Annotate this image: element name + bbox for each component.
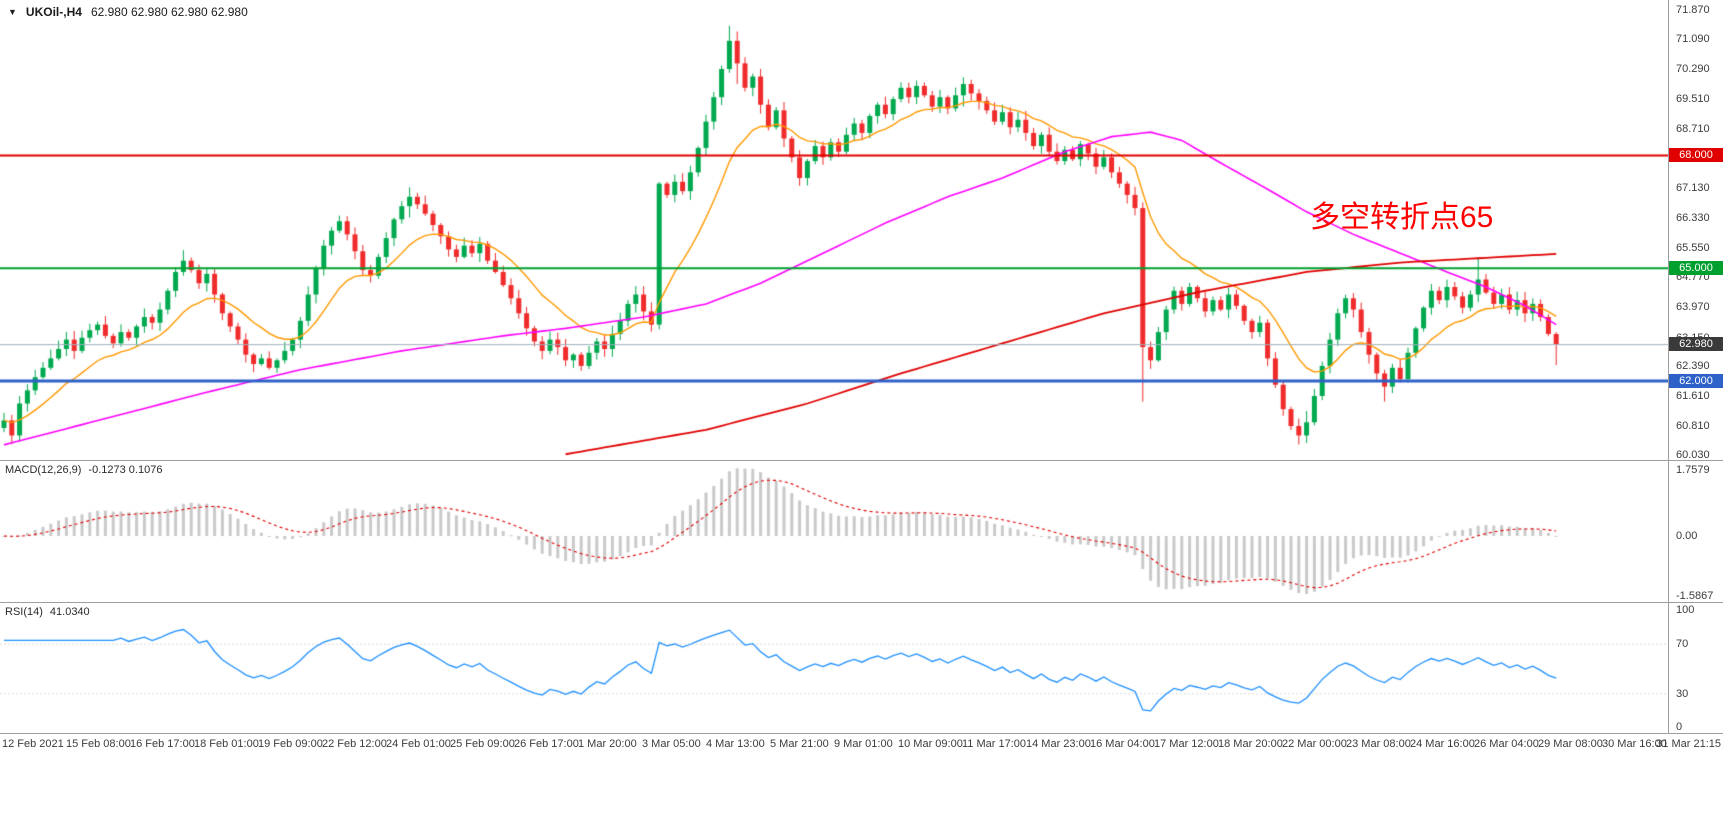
time-axis-label: 19 Feb 09:00 — [258, 738, 323, 750]
price-axis[interactable]: 71.870 71.090 70.290 69.510 68.710 67.130 66.3… — [1668, 0, 1723, 733]
time-axis-label: 16 Mar 04:00 — [1090, 738, 1155, 750]
time-axis-label: 14 Mar 23:00 — [1026, 738, 1091, 750]
price-level-badge-65.000: 65.000 — [1669, 261, 1723, 276]
macd-axis-label: 1.7579 — [1676, 464, 1710, 476]
symbol-timeframe-label: UKOil-,H4 — [25, 5, 82, 19]
price-level-badge-68.000: 68.000 — [1669, 148, 1723, 163]
price-chart-canvas[interactable] — [0, 0, 1668, 460]
time-axis[interactable]: 12 Feb 2021 15 Feb 08:00 16 Feb 17:00 18 Fe… — [0, 734, 1723, 756]
price-axis-tick: 70.290 — [1676, 63, 1710, 76]
price-axis-tick: 60.810 — [1676, 419, 1710, 432]
time-axis-label: 5 Mar 21:00 — [770, 738, 829, 750]
rsi-axis-label: 0 — [1676, 721, 1683, 733]
macd-axis-label: -1.5867 — [1676, 590, 1714, 602]
time-axis-label: 10 Mar 09:00 — [898, 738, 963, 750]
time-axis-label: 29 Mar 08:00 — [1538, 738, 1603, 750]
price-axis-tick: 66.330 — [1676, 212, 1710, 225]
current-price-badge: 62.980 — [1669, 337, 1723, 352]
time-axis-label: 23 Mar 08:00 — [1346, 738, 1411, 750]
price-axis-tick: 63.970 — [1676, 300, 1710, 313]
time-axis-label: 4 Mar 13:00 — [706, 738, 765, 750]
time-axis-label: 18 Mar 20:00 — [1218, 738, 1283, 750]
time-axis-label: 11 Mar 17:00 — [962, 738, 1027, 750]
time-axis-label: 22 Mar 00:00 — [1282, 738, 1347, 750]
time-axis-label: 3 Mar 05:00 — [642, 738, 701, 750]
time-axis-separator — [0, 733, 1723, 734]
time-axis-label: 17 Mar 12:00 — [1154, 738, 1219, 750]
time-axis-label: 18 Feb 01:00 — [194, 738, 259, 750]
price-axis-tick: 61.610 — [1676, 389, 1710, 402]
price-axis-tick: 60.030 — [1676, 449, 1710, 461]
time-axis-label: 15 Feb 08:00 — [66, 738, 131, 750]
macd-pane-canvas[interactable] — [0, 460, 1668, 602]
time-axis-label: 25 Feb 09:00 — [450, 738, 515, 750]
price-axis-tick: 69.510 — [1676, 92, 1710, 105]
time-axis-label: 1 Mar 20:00 — [578, 738, 637, 750]
time-axis-label: 24 Mar 16:00 — [1410, 738, 1475, 750]
time-axis-label: 26 Feb 17:00 — [514, 738, 579, 750]
time-axis-label: 12 Feb 2021 — [2, 738, 64, 750]
time-axis-label: 26 Mar 04:00 — [1474, 738, 1539, 750]
price-level-badge-62.000: 62.000 — [1669, 373, 1723, 388]
rsi-axis-label: 70 — [1676, 638, 1689, 651]
annotation-text: 多空转折点65 — [1310, 201, 1494, 234]
pane-separator-macd-rsi[interactable] — [0, 602, 1723, 603]
rsi-title: RSI(14) — [5, 606, 43, 618]
price-axis-separator — [1668, 0, 1669, 733]
price-axis-tick: 68.710 — [1676, 122, 1710, 135]
pane-separator-price-macd[interactable] — [0, 460, 1723, 461]
time-axis-label: 9 Mar 01:00 — [834, 738, 893, 750]
macd-axis-label: 0.00 — [1676, 530, 1698, 542]
time-axis-label: 30 Mar 16:00 — [1602, 738, 1667, 750]
price-axis-tick: 65.550 — [1676, 241, 1710, 254]
rsi-axis-label: 30 — [1676, 687, 1689, 700]
rsi-value: 41.0340 — [49, 606, 90, 618]
time-axis-label: 16 Feb 17:00 — [130, 738, 195, 750]
time-axis-label: 31 Mar 21:15 — [1656, 738, 1721, 750]
time-axis-label: 22 Feb 12:00 — [322, 738, 387, 750]
time-axis-label: 24 Feb 01:00 — [386, 738, 451, 750]
rsi-pane-canvas[interactable] — [0, 602, 1668, 733]
macd-values: -0.1273 0.1076 — [88, 464, 163, 476]
macd-indicator-label: MACD(12,26,9) -0.1273 0.1076 — [5, 464, 162, 476]
rsi-axis-label: 100 — [1676, 604, 1695, 616]
chart-header: ▼ UKOil-,H4 62.980 62.980 62.980 62.980 — [8, 5, 248, 19]
price-axis-tick: 62.390 — [1676, 360, 1710, 373]
price-axis-tick: 67.130 — [1676, 182, 1710, 195]
ohlc-quote: 62.980 62.980 62.980 62.980 — [90, 5, 248, 19]
macd-title: MACD(12,26,9) — [5, 464, 82, 476]
symbol-dropdown-icon[interactable]: ▼ — [8, 7, 17, 17]
rsi-indicator-label: RSI(14) 41.0340 — [5, 606, 90, 618]
price-axis-tick: 71.870 — [1676, 4, 1710, 16]
price-axis-tick: 71.090 — [1676, 33, 1710, 46]
